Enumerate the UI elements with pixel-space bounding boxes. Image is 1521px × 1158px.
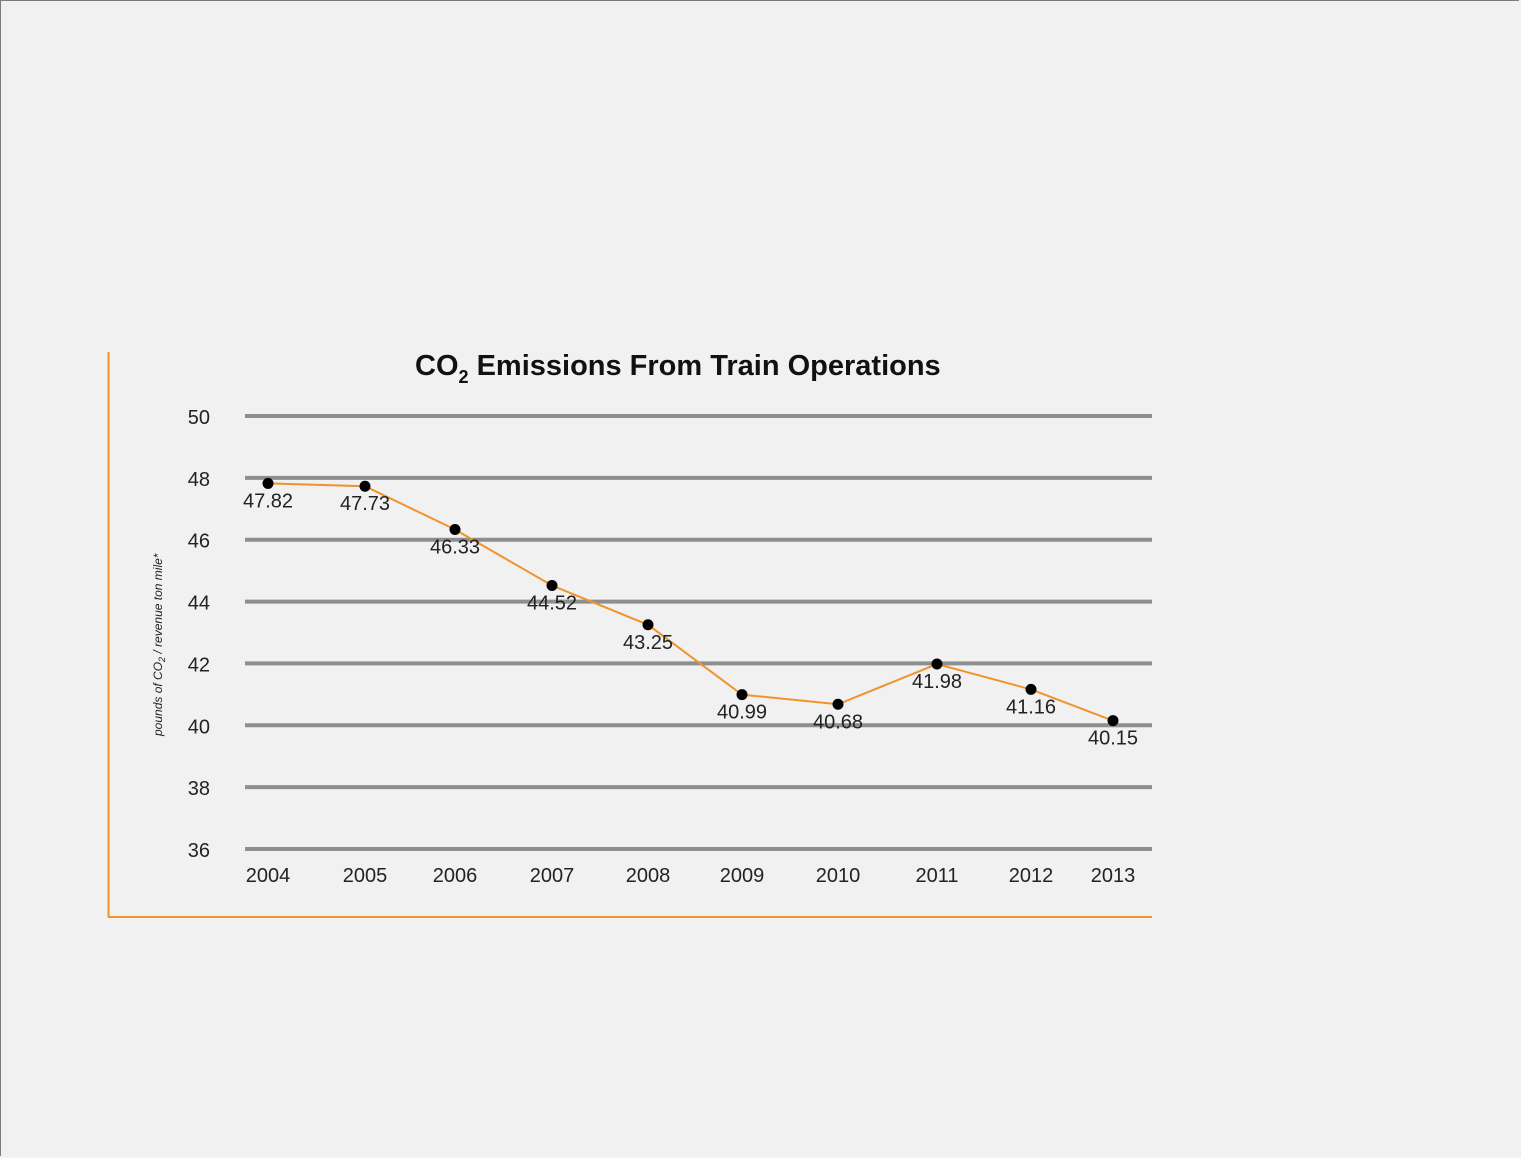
y-axis-ticks: 50 48 46 44 42 40 38 36 [188,407,210,862]
y-axis-label-main: pounds of CO [151,662,165,737]
data-points [262,477,1119,727]
x-tick-label: 2011 [915,865,958,887]
y-tick-label: 48 [188,469,210,491]
data-label: 47.82 [243,490,293,512]
data-point [642,619,654,631]
x-axis-ticks: 2004 2005 2006 2007 2008 2009 2010 2011 2012 2013 [246,865,1136,887]
y-axis-label-rest: / revenue ton mile* [151,553,165,657]
chart-title-main: CO [415,350,459,382]
data-point [1025,683,1037,695]
data-label: 44.52 [527,592,577,614]
data-point [546,579,558,591]
data-label: 46.33 [430,537,480,559]
emissions-line [267,482,1114,722]
chart-title-subscript: 2 [459,367,469,387]
data-label: 40.15 [1088,728,1138,750]
x-tick-label: 2009 [720,865,765,887]
data-label: 41.16 [1006,696,1056,718]
y-tick-label: 40 [188,716,210,738]
x-tick-label: 2008 [626,865,671,887]
data-point [1107,715,1119,727]
x-tick-label: 2005 [343,865,388,887]
data-point [931,658,943,670]
gridlines [245,414,1152,851]
x-tick-label: 2012 [1009,865,1054,887]
data-point [832,698,844,710]
y-tick-label: 46 [188,531,210,553]
data-label: 47.73 [340,493,390,515]
y-tick-label: 50 [188,407,210,429]
data-point [449,524,461,536]
y-tick-label: 36 [188,840,210,862]
y-axis-label-subscript: 2 [157,657,167,663]
y-tick-label: 42 [188,654,210,676]
chart-title-rest: Emissions From Train Operations [469,350,941,382]
data-label: 43.25 [623,632,673,654]
x-tick-label: 2007 [530,865,575,887]
data-point [736,689,748,701]
x-tick-label: 2004 [246,865,291,887]
data-label: 40.99 [717,702,767,724]
y-tick-label: 38 [188,778,210,800]
y-tick-label: 44 [188,593,210,615]
data-point [262,477,274,489]
chart-title: CO2 Emissions From Train Operations [415,350,941,387]
data-point [359,480,371,492]
x-tick-label: 2006 [433,865,478,887]
x-tick-label: 2013 [1091,865,1136,887]
y-axis-label: pounds of CO2 / revenue ton mile* [151,553,167,737]
data-label: 41.98 [912,671,962,693]
data-labels: 47.82 47.73 46.33 44.52 43.25 40.99 40.68 41.98… [243,490,1138,749]
x-tick-label: 2010 [816,865,861,887]
data-label: 40.68 [813,711,863,733]
